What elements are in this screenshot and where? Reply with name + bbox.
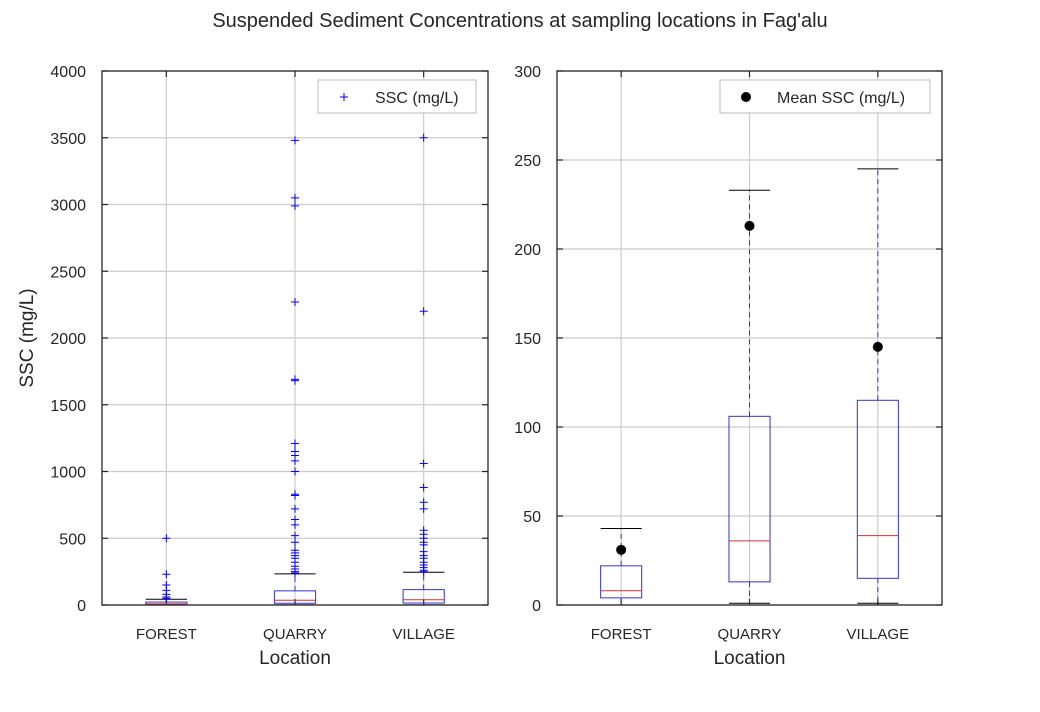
chart-1-flier-point <box>162 534 171 543</box>
chart-2-ytick-label: 300 <box>514 64 541 81</box>
chart-1-flier-point <box>162 594 171 603</box>
chart-1-flier-point <box>291 568 299 577</box>
chart-1-flier-point <box>419 498 428 507</box>
iqr-box <box>273 590 317 604</box>
chart-1-flier-point <box>291 504 299 513</box>
chart-2-ytick-label: 50 <box>523 509 541 526</box>
chart-1-flier-point <box>291 201 299 210</box>
chart-2-legend <box>719 79 931 114</box>
chart-1-ytick-label: 4000 <box>50 64 86 81</box>
chart-2-xlabel: Location <box>714 648 786 669</box>
chart-1-ytick-label: 3000 <box>50 198 86 215</box>
chart-2-ytick-label: 150 <box>514 331 541 348</box>
chart-2-xtick-label: QUARRY <box>718 626 782 643</box>
chart-2-mean-point <box>744 220 755 231</box>
chart-1-flier-point <box>419 540 428 549</box>
chart-2-legend-marker <box>741 92 751 102</box>
chart-2-mean-point <box>616 544 627 555</box>
chart-2-legend-label: Mean SSC (mg/L) <box>777 90 905 107</box>
chart-2-ytick-label: 0 <box>532 598 541 615</box>
chart-1-xtick-label: VILLAGE <box>392 626 455 643</box>
chart-1-legend-marker <box>340 93 348 101</box>
iqr-box <box>600 565 643 599</box>
chart-1-flier-point <box>162 570 171 579</box>
chart-1-flier-point <box>291 456 299 465</box>
chart-2-box-quarry <box>728 189 771 604</box>
iqr-box <box>728 415 771 583</box>
figure-title: Suspended Sediment Concentrations at sam… <box>212 10 828 32</box>
chart-1-ytick-label: 1500 <box>50 398 86 415</box>
chart-1-flier-point <box>291 491 299 500</box>
chart-1-ytick-label: 0 <box>77 598 86 615</box>
chart-1-flier-point <box>419 307 428 316</box>
chart-1-xtick-label: FOREST <box>136 626 197 643</box>
chart-1-flier-point <box>419 504 428 513</box>
chart-1-ytick-label: 3500 <box>50 131 86 148</box>
chart-1-ylabel: SSC (mg/L) <box>17 288 38 387</box>
iqr-box <box>402 589 445 604</box>
chart-1-flier-point <box>291 467 299 476</box>
chart-1-ytick-label: 1000 <box>50 465 86 482</box>
chart-1-flier-point <box>419 567 428 576</box>
chart-1-flier-point <box>419 133 428 142</box>
chart-1-flier-point <box>291 520 299 529</box>
chart-1-ytick-label: 2000 <box>50 331 86 348</box>
chart-1-flier-point <box>419 459 428 468</box>
chart-1-flier-point <box>291 193 299 202</box>
chart-1-axes-frame <box>101 70 489 606</box>
chart-1-flier-point <box>291 531 299 540</box>
chart-1-flier-point <box>419 483 428 492</box>
chart-2-ytick-label: 200 <box>514 242 541 259</box>
chart-2-mean-point <box>872 341 883 352</box>
chart-2-xtick-label: VILLAGE <box>847 626 910 643</box>
chart-1-xlabel: Location <box>259 648 331 669</box>
chart-1-flier-point <box>291 297 299 306</box>
chart-1-xtick-label: QUARRY <box>263 626 327 643</box>
chart-1-legend-label: SSC (mg/L) <box>375 90 459 107</box>
chart-1-ytick-label: 500 <box>59 531 86 548</box>
iqr-box <box>856 399 899 579</box>
chart-1-flier-point <box>291 538 299 547</box>
chart-1-box-quarry <box>273 573 317 606</box>
chart-1-flier-point <box>291 439 299 448</box>
chart-2-box-village <box>856 168 899 604</box>
chart-2-ytick-label: 100 <box>514 420 541 437</box>
chart-2-axes-frame <box>556 70 943 606</box>
chart-2-xtick-label: FOREST <box>591 626 652 643</box>
chart-1-flier-point <box>291 136 299 145</box>
chart-2-ytick-label: 250 <box>514 153 541 170</box>
chart-1-box-village <box>402 571 445 606</box>
chart-1-flier-point <box>291 376 299 385</box>
chart-1-ytick-label: 2500 <box>50 264 86 281</box>
